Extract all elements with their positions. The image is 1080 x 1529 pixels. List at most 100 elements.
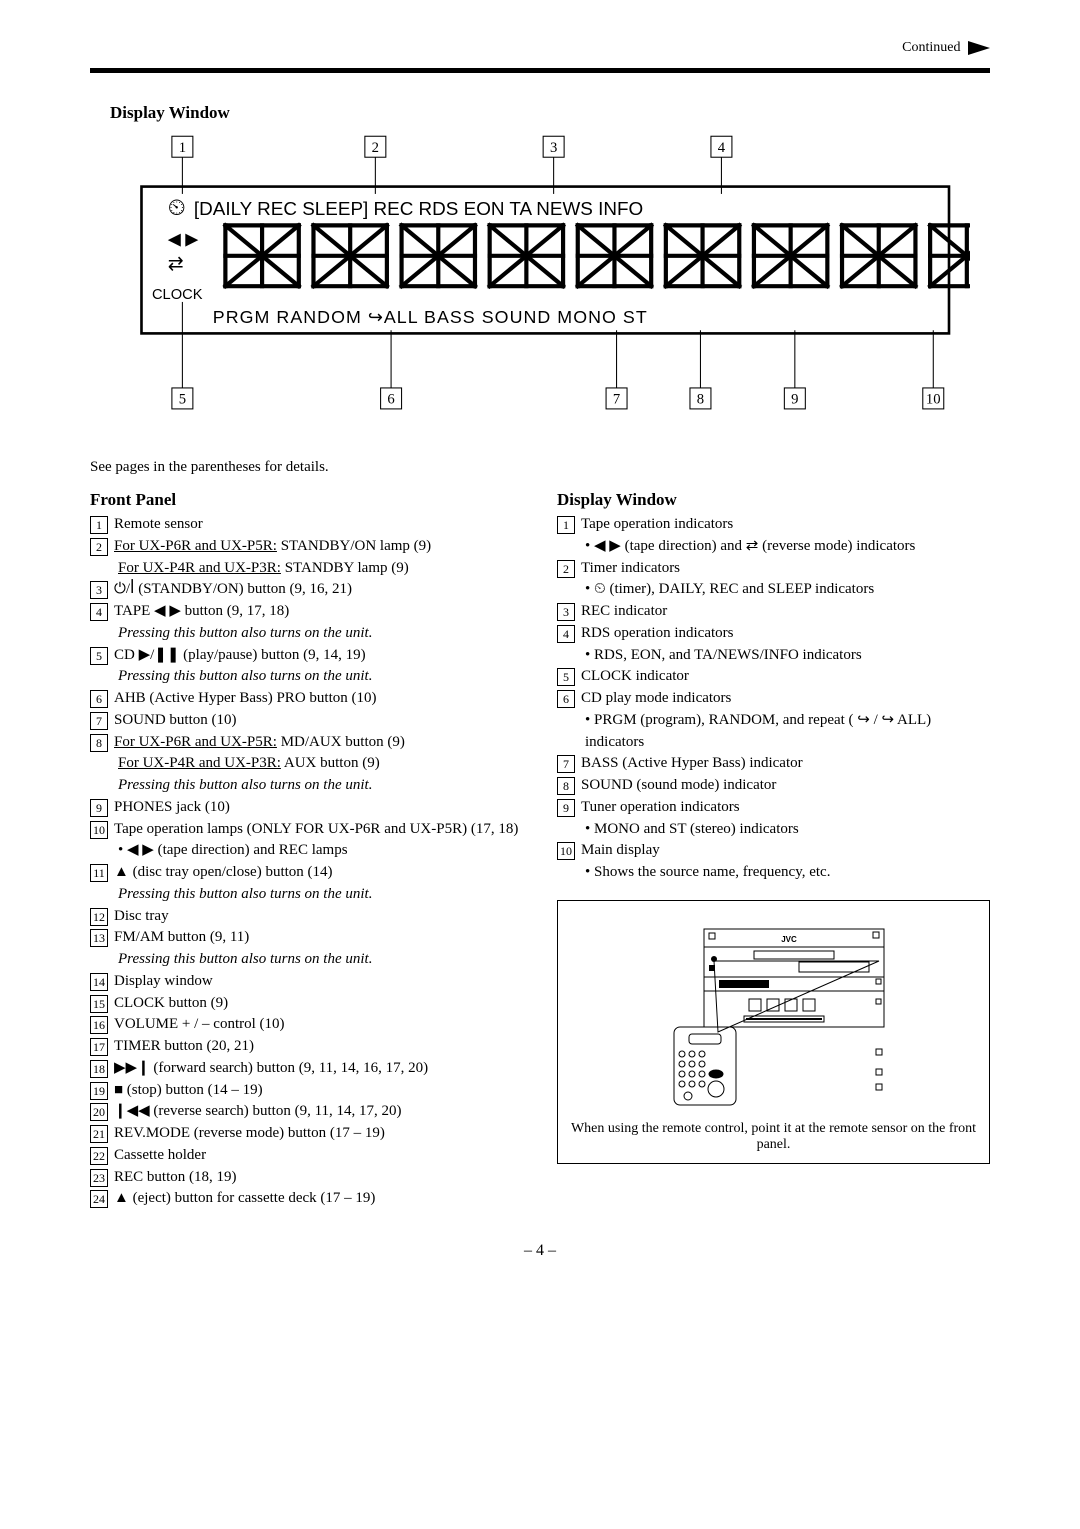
front-panel-list: 1 Remote sensor2For UX-P6R and UX-P5R: ST… — [90, 514, 523, 1210]
list-item: 10 Tape operation lamps (ONLY FOR UX-P6R … — [90, 819, 523, 841]
list-item: 1Tape operation indicators — [557, 514, 990, 536]
num-box: 18 — [90, 1060, 108, 1078]
item-text: CD play mode indicators — [581, 688, 990, 710]
item-text: CD ▶/❚❚ (play/pause) button (9, 14, 19) — [114, 645, 523, 667]
list-item: For UX-P4R and UX-P3R: STANDBY lamp (9) — [118, 558, 523, 580]
svg-text:2: 2 — [372, 140, 379, 156]
num-box: 6 — [557, 690, 575, 708]
list-item: 21REV.MODE (reverse mode) button (17 – 1… — [90, 1123, 523, 1145]
num-box: 14 — [90, 973, 108, 991]
num-box: 4 — [90, 603, 108, 621]
device-illustration: JVC — [654, 919, 894, 1109]
list-item: 16VOLUME + / – control (10) — [90, 1014, 523, 1036]
num-box: 5 — [557, 668, 575, 686]
num-box: 8 — [90, 734, 108, 752]
list-item: 5 CD ▶/❚❚ (play/pause) button (9, 14, 19) — [90, 645, 523, 667]
list-item: 17TIMER button (20, 21) — [90, 1036, 523, 1058]
svg-text:⇄: ⇄ — [168, 252, 184, 273]
item-text: SOUND button (10) — [114, 710, 523, 732]
item-text: For UX-P6R and UX-P5R: STANDBY/ON lamp (… — [114, 536, 523, 558]
num-box: 21 — [90, 1125, 108, 1143]
num-box: 9 — [557, 799, 575, 817]
item-text: ■ (stop) button (14 – 19) — [114, 1080, 523, 1102]
svg-text:JVC: JVC — [781, 935, 797, 944]
item-bullet: PRGM (program), RANDOM, and repeat ( ↪ /… — [585, 710, 990, 754]
item-text: Tape operation lamps (ONLY FOR UX-P6R an… — [114, 819, 523, 841]
item-text: ▲ (eject) button for cassette deck (17 –… — [114, 1188, 523, 1210]
item-text: Timer indicators — [581, 558, 990, 580]
list-item: 7SOUND button (10) — [90, 710, 523, 732]
num-box: 2 — [557, 560, 575, 578]
continued-marker: Continued — [90, 40, 990, 56]
num-box: 13 — [90, 929, 108, 947]
list-item: 8SOUND (sound mode) indicator — [557, 775, 990, 797]
item-text: ❙◀◀ (reverse search) button (9, 11, 14, … — [114, 1101, 523, 1123]
num-box: 10 — [90, 821, 108, 839]
list-item: 12 Disc tray — [90, 906, 523, 928]
list-item: 22 Cassette holder — [90, 1145, 523, 1167]
item-text: CLOCK button (9) — [114, 993, 523, 1015]
item-bullet: MONO and ST (stereo) indicators — [585, 819, 990, 841]
page-number: 4 — [90, 1242, 990, 1260]
display-svg: 1 2 3 4 ⏲ [DAILY REC SLEEP] REC RDS EON … — [110, 131, 970, 414]
display-diagram: Display Window 1 2 3 4 ⏲ [DAILY REC SLEE… — [110, 103, 970, 419]
item-text: CLOCK indicator — [581, 666, 990, 688]
svg-text:7: 7 — [613, 392, 620, 408]
list-item: 8For UX-P6R and UX-P5R: MD/AUX button (9… — [90, 732, 523, 754]
svg-text:⏲: ⏲ — [168, 194, 186, 220]
num-box: 9 — [90, 799, 108, 817]
display-window-column: Display Window 1Tape operation indicator… — [557, 490, 990, 1210]
intro-text: See pages in the parentheses for details… — [90, 459, 990, 476]
item-text: Cassette holder — [114, 1145, 523, 1167]
num-box: 16 — [90, 1016, 108, 1034]
display-window-list: 1Tape operation indicators◀ ▶ (tape dire… — [557, 514, 990, 884]
diagram-title: Display Window — [110, 103, 970, 123]
list-item: Pressing this button also turns on the u… — [118, 666, 523, 688]
item-text: Tape operation indicators — [581, 514, 990, 536]
front-panel-title: Front Panel — [90, 490, 523, 510]
num-box: 12 — [90, 908, 108, 926]
num-box: 1 — [90, 516, 108, 534]
list-item: 7BASS (Active Hyper Bass) indicator — [557, 753, 990, 775]
list-item: 9Tuner operation indicators — [557, 797, 990, 819]
item-text: PHONES jack (10) — [114, 797, 523, 819]
item-text: ▲ (disc tray open/close) button (14) — [114, 862, 523, 884]
svg-text:8: 8 — [697, 392, 704, 408]
list-item: Pressing this button also turns on the u… — [118, 623, 523, 645]
num-box: 6 — [90, 690, 108, 708]
remote-caption-text: When using the remote control, point it … — [570, 1121, 977, 1153]
list-item: Pressing this button also turns on the u… — [118, 949, 523, 971]
num-box: 7 — [557, 755, 575, 773]
list-item: 2 Timer indicators — [557, 558, 990, 580]
item-text: Disc tray — [114, 906, 523, 928]
num-box: 22 — [90, 1147, 108, 1165]
top-divider — [90, 68, 990, 73]
item-text: TAPE ◀ ▶ button (9, 17, 18) — [114, 601, 523, 623]
item-text: REC indicator — [581, 601, 990, 623]
item-text: ⏻/ꟾ (STANDBY/ON) button (9, 16, 21) — [114, 579, 523, 601]
item-bullet: ⏲ (timer), DAILY, REC and SLEEP indicato… — [585, 579, 990, 601]
list-item: 18▶▶❙ (forward search) button (9, 11, 14… — [90, 1058, 523, 1080]
num-box: 11 — [90, 864, 108, 882]
item-text: Remote sensor — [114, 514, 523, 536]
num-box: 5 — [90, 647, 108, 665]
num-box: 3 — [557, 603, 575, 621]
list-item: 5 CLOCK indicator — [557, 666, 990, 688]
list-item: 2For UX-P6R and UX-P5R: STANDBY/ON lamp … — [90, 536, 523, 558]
item-text: AHB (Active Hyper Bass) PRO button (10) — [114, 688, 523, 710]
svg-text:1: 1 — [179, 140, 186, 156]
list-item: 11 ▲ (disc tray open/close) button (14) — [90, 862, 523, 884]
item-text: Display window — [114, 971, 523, 993]
list-item: 3 REC indicator — [557, 601, 990, 623]
num-box: 8 — [557, 777, 575, 795]
remote-caption-box: JVC — [557, 900, 990, 1164]
item-text: Main display — [581, 840, 990, 862]
list-item: 10 Main display — [557, 840, 990, 862]
list-item: 3⏻/ꟾ (STANDBY/ON) button (9, 16, 21) — [90, 579, 523, 601]
list-item: 24▲ (eject) button for cassette deck (17… — [90, 1188, 523, 1210]
num-box: 10 — [557, 842, 575, 860]
svg-text:CLOCK: CLOCK — [152, 287, 203, 303]
list-item: 9 PHONES jack (10) — [90, 797, 523, 819]
list-item: 6 CD play mode indicators — [557, 688, 990, 710]
list-item: 15CLOCK button (9) — [90, 993, 523, 1015]
